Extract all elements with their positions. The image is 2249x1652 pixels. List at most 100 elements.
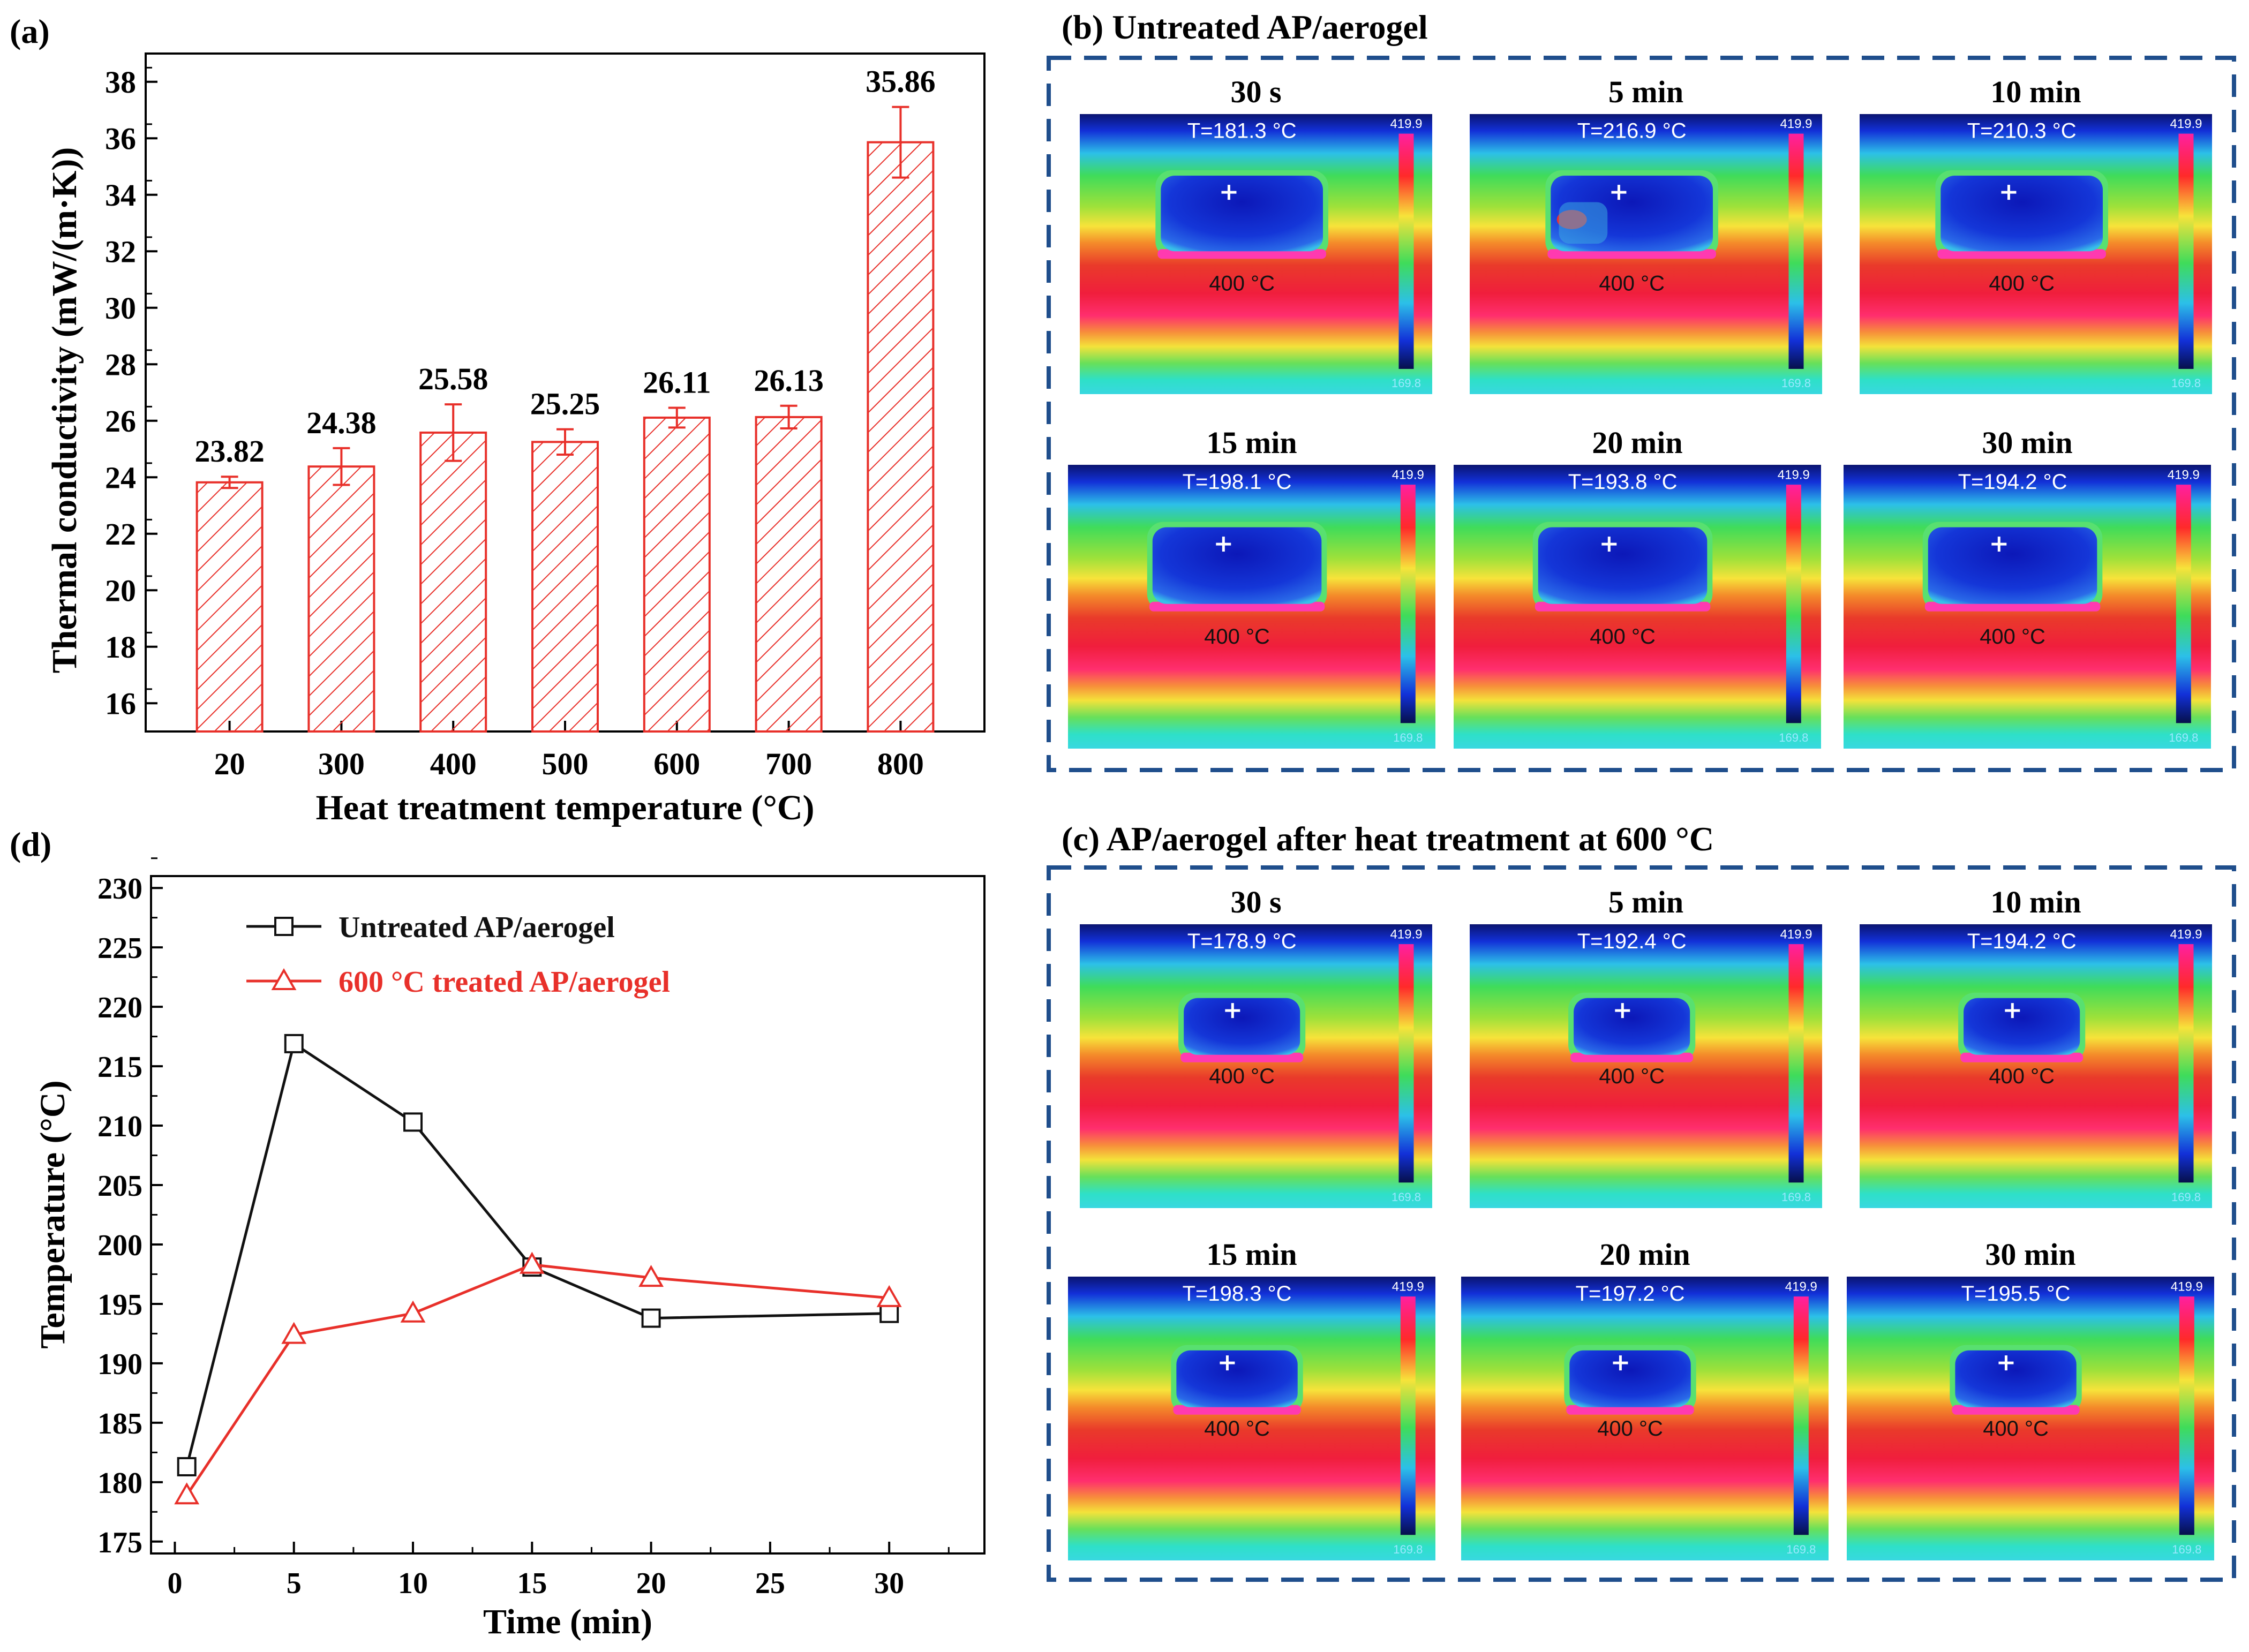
x-tick-label: 400 [430, 746, 477, 781]
color-scale-max: 419.9 [1392, 1280, 1424, 1294]
x-tick-label: 20 [214, 746, 245, 781]
x-tick-label: 25 [755, 1567, 785, 1600]
sample-body [1574, 998, 1690, 1055]
y-tick-label: 175 [97, 1526, 142, 1559]
sample-body [1152, 527, 1322, 604]
bar [643, 416, 711, 733]
thermal-image-1: 30 s T=178.9 °C 400 °C 419.9 169.8 [1080, 885, 1432, 1208]
color-scale-bar [1400, 1296, 1416, 1535]
thermal-image-2: 5 min T=216.9 °C 400 °C 419.9 169.8 [1470, 74, 1822, 394]
base-temperature: 400 °C [1599, 271, 1665, 295]
sample-hot-rim [1570, 1052, 1694, 1062]
thermal-background [1860, 924, 2212, 1208]
color-scale-bar [1788, 944, 1804, 1183]
panel-a-x-axis-label: Heat treatment temperature (°C) [315, 788, 814, 827]
y-tick-label: 230 [97, 872, 142, 906]
thermal-image-2: 5 min T=192.4 °C 400 °C 419.9 169.8 [1470, 885, 1822, 1208]
thermal-image-5: 20 min T=193.8 °C 400 °C 419.9 169.8 [1454, 425, 1821, 749]
color-scale-bar [1398, 133, 1414, 369]
y-tick-label: 28 [105, 347, 136, 382]
color-scale-bar [2176, 485, 2191, 723]
color-scale-max: 419.9 [2171, 1280, 2203, 1294]
x-tick-label: 15 [517, 1567, 547, 1600]
y-tick-label: 26 [105, 404, 136, 439]
triangle-marker [271, 968, 297, 990]
square-marker [879, 1303, 899, 1323]
color-scale-min: 169.8 [1391, 1190, 1421, 1204]
color-scale-bar [1398, 944, 1414, 1183]
thermal-background [1847, 1277, 2214, 1560]
y-tick-label: 34 [105, 178, 136, 213]
panel-d-line-chart: (d) 175180185190195200205210215220225230… [10, 825, 986, 1641]
measured-temperature: T=181.3 °C [1187, 119, 1297, 142]
color-scale-bar [2178, 944, 2194, 1183]
series-line-2 [185, 1263, 890, 1496]
color-scale-min: 169.8 [1781, 1190, 1811, 1204]
square-marker [641, 1308, 661, 1328]
bar [531, 441, 599, 733]
measured-temperature: T=194.2 °C [1967, 930, 2077, 953]
thermal-image-3: 10 min T=194.2 °C 400 °C 419.9 169.8 [1860, 885, 2212, 1208]
panel-a-bar-chart: (a) 16 18 20 22 24 26 28 30 32 34 36 38 20 300 400 500… [10, 12, 986, 827]
triangle-marker [400, 1300, 426, 1323]
x-tick-label: 20 [636, 1567, 666, 1600]
panel-a-bars: 23.82 24.38 25.58 25.25 26.11 26.13 35.86 [194, 64, 936, 733]
x-tick-label: 500 [542, 746, 589, 781]
base-temperature: 400 °C [1599, 1065, 1665, 1088]
color-scale-min: 169.8 [2171, 1190, 2201, 1204]
panel-d-y-axis-label: Temperature (°C) [33, 1080, 72, 1348]
y-tick-label: 18 [105, 630, 136, 665]
measured-temperature: T=210.3 °C [1967, 119, 2077, 142]
sample-hot-rim [1937, 249, 2107, 259]
image-time-label: 15 min [1206, 1237, 1297, 1272]
sample-body [1569, 1350, 1691, 1407]
y-tick-label: 195 [97, 1288, 142, 1322]
bar-value-label: 26.13 [754, 363, 824, 398]
color-scale-min: 169.8 [2171, 376, 2201, 390]
panel-c-thermal-images: (c) AP/aerogel after heat treatment at 6… [1047, 820, 2236, 1582]
y-tick-label: 225 [97, 932, 142, 965]
panel-b-image-grid: 30 s T=181.3 °C 400 °C 419.9 169.8 5 min T=216… [1068, 74, 2212, 749]
panel-b-thermal-images: (b) Untreated AP/aerogel 30 s T=181.3 °C 4… [1047, 8, 2236, 772]
series-line-1 [185, 1041, 890, 1467]
y-tick-label: 22 [105, 517, 136, 552]
color-scale-max: 419.9 [1778, 468, 1810, 482]
panel-d-legend: Untreated AP/aerogel 600 °C treated AP/ae… [246, 911, 670, 999]
thermal-image-6: 30 min T=194.2 °C 400 °C 419.9 169.8 [1844, 425, 2211, 749]
color-scale-bar [1400, 485, 1416, 723]
sample-hot-rim [1149, 601, 1325, 612]
bar-value-label: 23.82 [194, 434, 265, 469]
y-tick-label: 200 [97, 1229, 142, 1262]
panel-b-dashed-frame [1047, 56, 2236, 772]
image-time-label: 10 min [1990, 74, 2081, 109]
sample-hot-rim [1960, 1052, 2083, 1062]
square-marker [274, 917, 294, 936]
base-temperature: 400 °C [1989, 271, 2055, 295]
base-temperature: 400 °C [1983, 1417, 2049, 1440]
triangle-marker [174, 1482, 200, 1505]
measured-temperature: T=193.8 °C [1568, 470, 1678, 494]
thermal-image-3: 10 min T=210.3 °C 400 °C 419.9 169.8 [1860, 74, 2212, 394]
sample-hot-rim [1535, 601, 1711, 612]
measured-temperature: T=198.3 °C [1183, 1282, 1292, 1306]
thermal-image-6: 30 min T=195.5 °C 400 °C 419.9 169.8 [1847, 1237, 2214, 1560]
thermal-background [1470, 924, 1822, 1208]
base-temperature: 400 °C [1989, 1065, 2055, 1088]
color-scale-max: 419.9 [1392, 468, 1424, 482]
thermal-image-4: 15 min T=198.3 °C 400 °C 419.9 169.8 [1068, 1237, 1435, 1560]
measured-temperature: T=192.4 °C [1577, 930, 1687, 953]
sample-hot-rim [1952, 1405, 2080, 1415]
sample-body [1928, 527, 2097, 604]
image-time-label: 20 min [1592, 425, 1682, 460]
triangle-marker [876, 1285, 902, 1307]
color-scale-bar [1788, 133, 1804, 369]
panel-d-x-axis: 0 5 10 15 20 25 30 [167, 1542, 950, 1600]
sample-hot-rim [1173, 1405, 1301, 1415]
image-time-label: 30 min [1982, 425, 2072, 460]
color-scale-max: 419.9 [1785, 1280, 1817, 1294]
square-marker [284, 1034, 304, 1053]
measured-temperature: T=178.9 °C [1187, 930, 1297, 953]
sample-body [1964, 998, 2080, 1055]
color-scale-max: 419.9 [1390, 117, 1422, 131]
x-tick-label: 300 [318, 746, 365, 781]
